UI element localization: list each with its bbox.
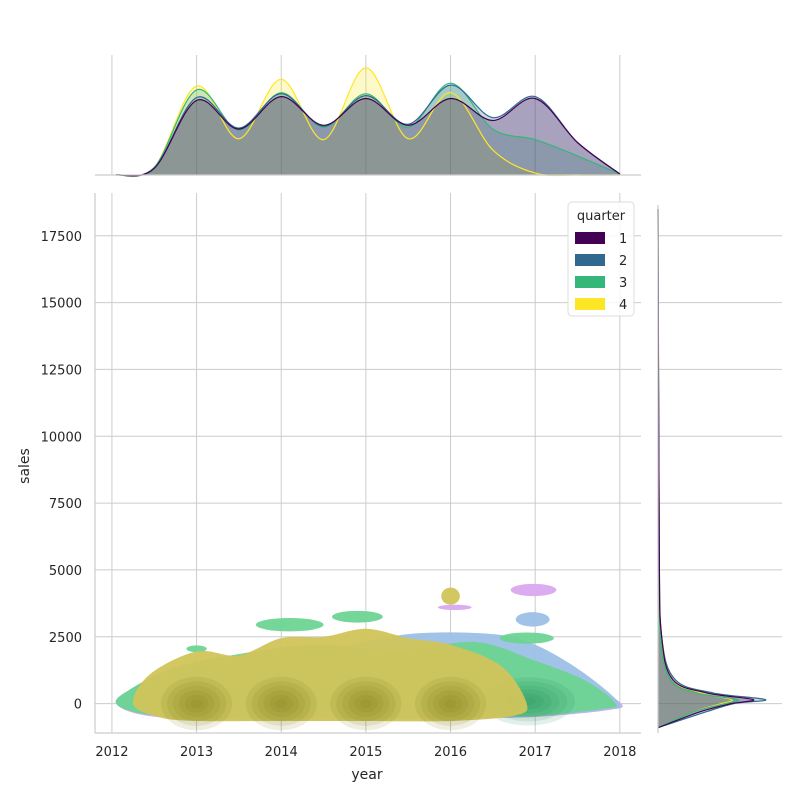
top-marginal-panel xyxy=(95,55,641,177)
sales-density-fill-quarter-3 xyxy=(658,209,739,728)
year-density-fill-quarter-3 xyxy=(116,83,620,176)
kde-blob-quarter-1 xyxy=(510,583,557,597)
kde-peak-quarter-4 xyxy=(420,681,481,726)
sales-density-line-quarter-4 xyxy=(657,208,733,729)
legend-swatch-quarter-4 xyxy=(575,298,605,310)
y-tick-label: 10000 xyxy=(41,430,82,445)
kde-peak-quarter-4 xyxy=(426,685,475,722)
kde-blob-quarter-2 xyxy=(515,612,550,627)
legend-label-quarter-1: 1 xyxy=(619,232,627,247)
kde-peak-quarter-4 xyxy=(190,699,203,709)
sales-density-line-quarter-1 xyxy=(657,208,755,729)
sales-density-line-quarter-3 xyxy=(657,208,740,729)
kde-peak-quarter-4 xyxy=(342,685,390,722)
x-tick-label: 2012 xyxy=(95,745,128,760)
x-tick-label: 2015 xyxy=(349,745,382,760)
x-tick-label: 2013 xyxy=(180,745,213,760)
y-tick-label: 17500 xyxy=(41,230,82,245)
kde-blob-quarter-1 xyxy=(437,604,472,611)
kde-peak-quarter-4 xyxy=(414,676,487,731)
y-tick-label: 2500 xyxy=(49,631,82,646)
kde-peak-quarter-4 xyxy=(438,694,463,713)
kde-peak-quarter-4 xyxy=(432,690,469,717)
sales-density-fill-quarter-2 xyxy=(658,209,766,728)
legend-title: quarter xyxy=(577,209,626,224)
kde-peak-quarter-4 xyxy=(444,699,457,709)
y-tick-label: 5000 xyxy=(49,564,82,579)
legend: quarter 1 2 3 4 xyxy=(567,201,635,317)
kde-peak-quarter-4 xyxy=(178,690,215,717)
legend-label-quarter-3: 3 xyxy=(619,276,627,291)
kde-peak-quarter-4 xyxy=(348,690,384,717)
kde-peak-quarter-4 xyxy=(359,699,372,709)
legend-label-quarter-4: 4 xyxy=(619,298,627,313)
kde-peak-quarter-4 xyxy=(251,681,311,726)
kde-peak-quarter-4 xyxy=(161,676,233,731)
year-density-line-quarter-4 xyxy=(116,67,620,177)
y-tick-label: 15000 xyxy=(41,297,82,312)
kde-blob-quarter-3 xyxy=(499,632,554,644)
x-tick-label: 2014 xyxy=(265,745,298,760)
kde-peak-quarter-4 xyxy=(269,694,294,713)
y-tick-label: 12500 xyxy=(41,363,82,378)
kde-peak-quarter-4 xyxy=(275,699,288,709)
kde-peak-quarter-4 xyxy=(336,681,396,726)
legend-swatch-quarter-1 xyxy=(575,232,605,244)
kde-blob-quarter-3 xyxy=(186,645,207,653)
legend-swatch-quarter-2 xyxy=(575,254,605,266)
legend-label-quarter-2: 2 xyxy=(619,254,627,269)
x-axis-label: year xyxy=(351,767,382,783)
kde-peak-quarter-4 xyxy=(257,685,305,722)
kde-peak-quarter-4 xyxy=(354,694,378,713)
sales-density-fill-quarter-1 xyxy=(658,209,754,728)
y-tick-label: 0 xyxy=(74,698,82,713)
year-density-fill-quarter-4 xyxy=(116,67,620,177)
kde-blob-quarter-4 xyxy=(441,587,460,605)
kde-peak-quarter-4 xyxy=(172,685,221,722)
x-tick-label: 2018 xyxy=(603,745,636,760)
kde-peak-quarter-4 xyxy=(184,694,209,713)
legend-swatch-quarter-3 xyxy=(575,276,605,288)
x-tick-label: 2016 xyxy=(434,745,467,760)
kde-peak-quarter-4 xyxy=(330,676,402,731)
y-axis-label: sales xyxy=(17,448,33,484)
kde-blob-quarter-3 xyxy=(255,618,324,632)
kde-peak-quarter-4 xyxy=(263,690,300,717)
sales-density-line-quarter-2 xyxy=(657,208,767,729)
kde-peak-quarter-4 xyxy=(245,676,317,731)
right-marginal-panel xyxy=(657,205,782,733)
kde-peak-quarter-4 xyxy=(166,681,227,726)
joint-panel: 2012 2013 2014 2015 2016 2017 2018 0 2500 5000 750… xyxy=(41,193,641,760)
kde-blob-quarter-3 xyxy=(332,610,383,623)
year-density-line-quarter-3 xyxy=(116,82,621,177)
year-density-line-quarter-1 xyxy=(116,95,621,177)
year-density-line-quarter-2 xyxy=(116,84,621,177)
year-density-fill-quarter-2 xyxy=(116,85,620,177)
kde-region-quarter-4 xyxy=(132,628,528,722)
year-density-fill-quarter-1 xyxy=(116,96,620,176)
sales-density-fill-quarter-4 xyxy=(658,209,733,728)
x-tick-label: 2017 xyxy=(519,745,552,760)
y-tick-label: 7500 xyxy=(49,497,82,512)
